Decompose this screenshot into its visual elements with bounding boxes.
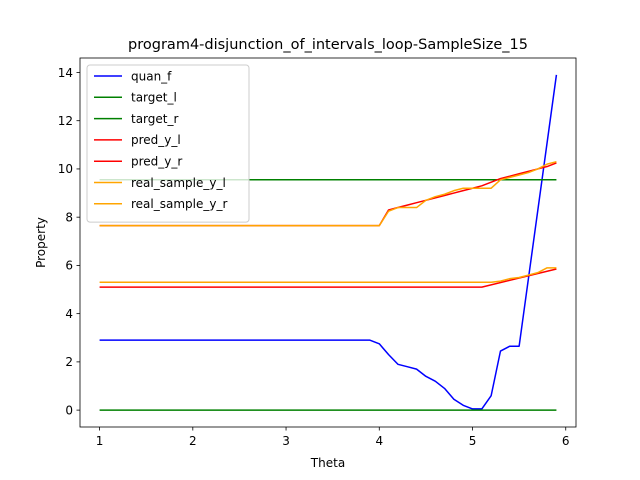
legend-label-real-sample-y-r: real_sample_y_r [131, 197, 227, 211]
y-tick-label: 0 [65, 403, 73, 417]
y-tick-label: 12 [58, 114, 73, 128]
y-tick-label: 14 [58, 66, 73, 80]
legend-label-target-r: target_r [131, 112, 178, 126]
series-line-real-sample-y-r [99, 267, 557, 284]
legend-label-target-l: target_l [131, 91, 177, 105]
y-tick-label: 8 [65, 210, 73, 224]
x-axis: 1 2 3 4 5 6 [96, 427, 570, 448]
x-tick-label: 5 [469, 434, 477, 448]
y-tick-label: 10 [58, 162, 73, 176]
x-tick-label: 6 [562, 434, 570, 448]
chart-title: program4-disjunction_of_intervals_loop-S… [128, 37, 528, 53]
legend-label-quan-f: quan_f [131, 69, 172, 83]
legend-label-pred-y-r: pred_y_r [131, 155, 182, 169]
axes-frame [79, 57, 577, 428]
legend-box [86, 64, 250, 223]
series-line-pred-y-r [99, 268, 557, 288]
legend-label-pred-y-l: pred_y_l [131, 133, 181, 147]
x-tick-label: 4 [375, 434, 383, 448]
x-tick-label: 1 [96, 434, 104, 448]
y-tick-label: 4 [65, 307, 73, 321]
x-tick-label: 2 [189, 434, 197, 448]
series-line-quan-f [99, 74, 558, 410]
x-tick-label: 3 [282, 434, 290, 448]
y-tick-label: 6 [65, 259, 73, 273]
legend: quan_f target_l target_r pred_y_l pred_y_rre… [86, 64, 250, 223]
x-axis-label: Theta [310, 456, 345, 470]
y-axis: 0 2 4 6 8 10 12 14 [58, 66, 80, 417]
series-line-real-sample-y-l [99, 160, 557, 227]
y-axis-label: Property [34, 217, 48, 268]
y-tick-label: 2 [65, 355, 73, 369]
legend-label-real-sample-y-l: real_sample_y_l [131, 176, 226, 190]
plot-lines [99, 74, 558, 411]
series-line-pred-y-l [99, 162, 557, 227]
